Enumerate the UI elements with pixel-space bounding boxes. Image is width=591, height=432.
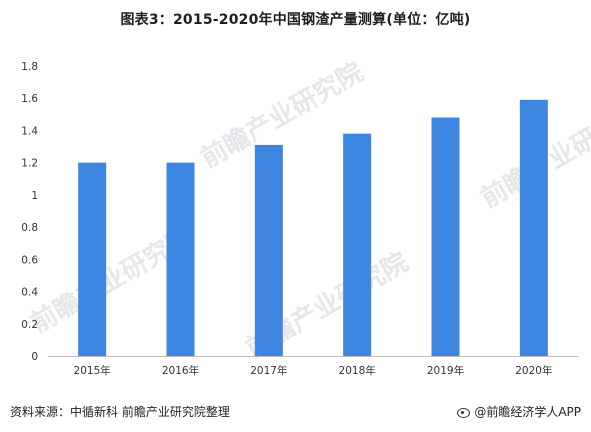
y-tick-label: 1.6 bbox=[21, 93, 38, 105]
y-tick-label: 0.2 bbox=[21, 319, 38, 331]
x-tick-label: 2019年 bbox=[427, 364, 464, 377]
y-tick-label: 1 bbox=[31, 190, 38, 202]
source-note: 资料来源： 中循新科 前瞻产业研究院整理 bbox=[10, 403, 230, 420]
bar bbox=[254, 144, 283, 356]
y-tick-label: 1.4 bbox=[21, 125, 38, 137]
y-tick-label: 0 bbox=[31, 351, 38, 363]
y-tick-label: 1.8 bbox=[21, 61, 38, 73]
chart-title: 图表3：2015-2020年中国钢渣产量测算(单位：亿吨) bbox=[120, 12, 471, 28]
x-tick-label: 2015年 bbox=[74, 364, 111, 377]
weibo-icon bbox=[456, 406, 471, 418]
brand-credit: @前瞻经济学人APP bbox=[456, 403, 581, 420]
bar-chart: 00.20.40.60.811.21.41.61.8 2015年 2016年 201… bbox=[21, 61, 578, 377]
y-tick-label: 0.6 bbox=[21, 254, 38, 266]
bar bbox=[343, 133, 372, 356]
bar bbox=[78, 162, 107, 356]
y-axis: 0 0.2 0.4 0.6 0.8 1 1.2 1.4 1.6 1.8 bbox=[21, 61, 38, 363]
bars bbox=[78, 99, 548, 356]
y-tick-label: 0.8 bbox=[21, 222, 38, 234]
x-tick-label: 2016年 bbox=[162, 364, 199, 377]
source-label: 资料来源： bbox=[10, 405, 71, 419]
x-tick-label: 2018年 bbox=[339, 364, 376, 377]
x-tick-label: 2020年 bbox=[515, 364, 552, 377]
y-tick-label: 1.2 bbox=[21, 158, 38, 170]
y-tick-label: 0.4 bbox=[21, 287, 38, 299]
bar bbox=[166, 162, 195, 356]
x-tick-label: 2017年 bbox=[250, 364, 287, 377]
bar bbox=[519, 99, 548, 356]
bar bbox=[431, 117, 460, 356]
footer: 资料来源： 中循新科 前瞻产业研究院整理 @前瞻经济学人APP bbox=[10, 403, 581, 420]
brand-text: @前瞻经济学人APP bbox=[474, 405, 581, 419]
source-text: 中循新科 前瞻产业研究院整理 bbox=[70, 405, 230, 419]
x-axis: 2015年 2016年 2017年 2018年 2019年 2020年 bbox=[48, 356, 578, 377]
